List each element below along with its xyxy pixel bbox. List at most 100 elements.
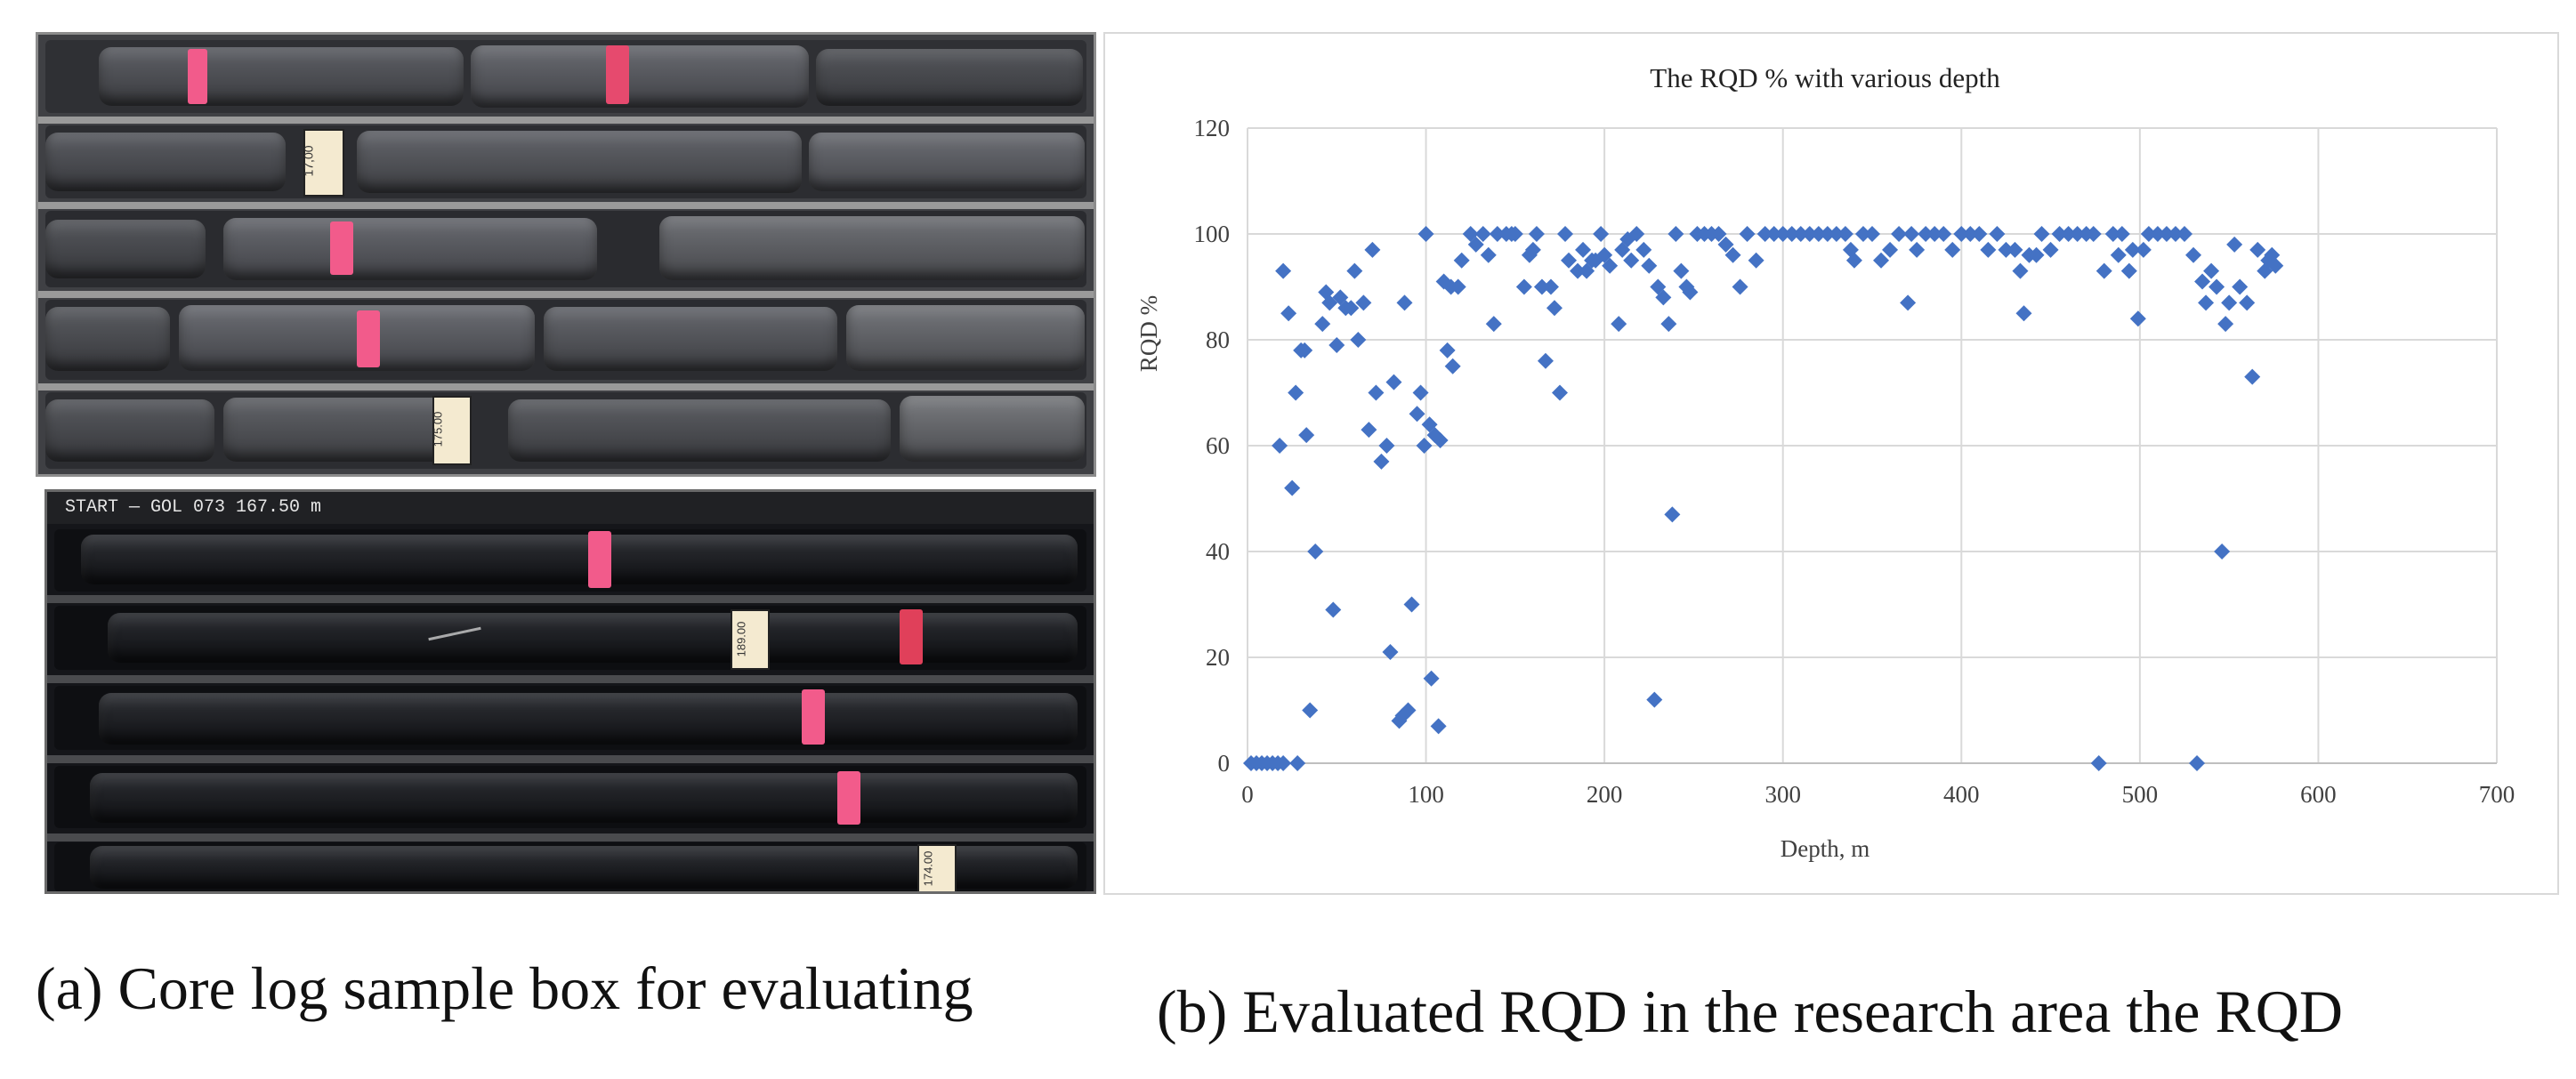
core-piece [81, 535, 1078, 584]
data-point [1660, 316, 1677, 333]
data-point [1611, 316, 1627, 333]
data-point [1474, 226, 1491, 242]
data-point [2194, 273, 2211, 290]
data-point [1524, 241, 1541, 258]
caption-a: (a) Core log sample box for evaluating [36, 954, 973, 1022]
data-point [1810, 226, 1827, 242]
core-piece [45, 133, 286, 191]
data-point [1453, 252, 1470, 269]
data-point [1673, 262, 1690, 279]
core-tray: 174.00 [54, 842, 1086, 891]
core-piece [223, 398, 455, 462]
data-point [1837, 226, 1853, 242]
data-point [1739, 226, 1756, 242]
data-point [1382, 644, 1399, 661]
data-point [2096, 262, 2112, 279]
data-point [1280, 305, 1297, 322]
data-point [1307, 544, 1324, 560]
box-header-strip: START — GOL 073 167.50 m [47, 492, 1094, 524]
depth-label-card: 189.00 [731, 609, 770, 670]
data-point [1467, 236, 1484, 253]
x-tick-label: 200 [1587, 781, 1623, 808]
depth-tag [357, 310, 380, 367]
core-box-photo-bottom: START — GOL 073 167.50 m 189.00 174.00 [44, 489, 1096, 894]
data-point [1450, 278, 1466, 295]
data-point [1423, 670, 1440, 687]
rqd-scatter-chart: The RQD % with various depth 0 20 40 60 80 10… [1103, 32, 2559, 895]
data-point [2149, 226, 2166, 242]
data-point [1641, 257, 1658, 274]
depth-tag [330, 221, 353, 275]
data-point [1552, 384, 1568, 401]
data-point [1819, 226, 1836, 242]
data-point [1430, 718, 1447, 735]
data-point [1926, 226, 1943, 242]
depth-label-card: 175.00 [431, 396, 472, 465]
data-point [1515, 278, 1532, 295]
tray-divider [47, 595, 1094, 603]
core-piece [508, 399, 891, 462]
depth-tag [188, 49, 207, 104]
core-tray [45, 300, 1086, 380]
x-tick-label: 600 [2300, 781, 2337, 808]
data-point [2085, 226, 2102, 242]
core-piece [90, 773, 1078, 823]
data-point [1602, 257, 1619, 274]
core-tray: 189.00 [54, 606, 1086, 670]
data-point [1971, 226, 1988, 242]
data-point [1432, 432, 1449, 449]
core-piece [99, 47, 464, 106]
core-piece [45, 220, 206, 278]
data-point [1909, 241, 1926, 258]
core-piece [809, 133, 1085, 191]
y-axis-title: RQD % [1135, 295, 1162, 372]
tray-divider [47, 755, 1094, 763]
data-point [1355, 294, 1372, 311]
data-point [2209, 278, 2225, 295]
data-point [1364, 241, 1381, 258]
core-piece [471, 45, 809, 108]
data-point [1678, 278, 1695, 295]
data-point [1385, 374, 1402, 391]
data-point [2267, 257, 2284, 274]
core-tray [54, 686, 1086, 750]
data-point [2176, 226, 2192, 242]
data-point [1368, 384, 1385, 401]
data-point [1462, 226, 1479, 242]
core-box-photo-top: 17,00 175.00 [36, 32, 1096, 477]
data-point [1314, 316, 1331, 333]
data-point [1748, 252, 1764, 269]
x-tick-label: 300 [1764, 781, 1801, 808]
data-point [1373, 453, 1390, 470]
core-piece [45, 399, 214, 462]
x-tick-label: 0 [1241, 781, 1254, 808]
tray-divider [47, 833, 1094, 841]
data-point [1774, 226, 1791, 242]
data-point [2185, 246, 2202, 263]
data-point [2221, 294, 2238, 311]
core-tray [45, 40, 1086, 113]
depth-label-text: 174.00 [921, 850, 935, 887]
data-point [1343, 300, 1360, 317]
data-point [1346, 262, 1363, 279]
box-header-text: START — GOL 073 167.50 m [65, 497, 322, 518]
core-tray: 17,00 [45, 125, 1086, 198]
data-point [1489, 226, 1506, 242]
data-point [2110, 246, 2127, 263]
data-point [2129, 310, 2146, 327]
data-point [1412, 384, 1429, 401]
data-point [1845, 252, 1862, 269]
y-tick-label: 20 [1206, 644, 1230, 671]
data-point [1302, 702, 1319, 719]
tray-divider [47, 675, 1094, 683]
data-point [1655, 289, 1672, 306]
data-point [1724, 246, 1741, 263]
core-piece [900, 396, 1085, 462]
data-point [1480, 246, 1497, 263]
data-point [1900, 294, 1917, 311]
y-tick-label: 40 [1206, 538, 1230, 565]
data-point [1296, 342, 1313, 358]
core-piece [544, 307, 837, 371]
data-point [2140, 226, 2157, 242]
core-tray [54, 529, 1086, 592]
